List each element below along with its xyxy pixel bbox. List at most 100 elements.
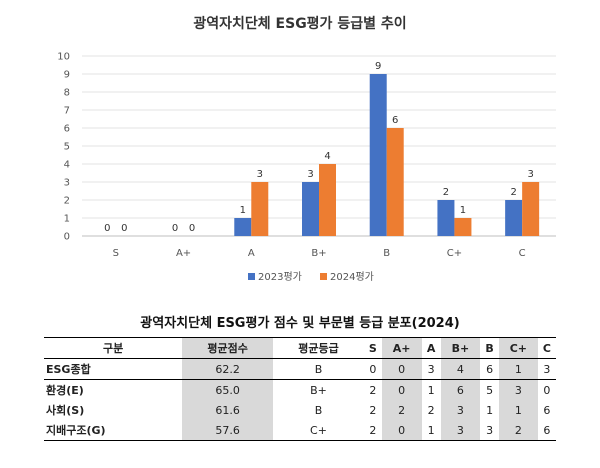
legend-swatch <box>248 273 255 280</box>
data-label: 4 <box>324 151 330 162</box>
y-tick-label: 4 <box>64 160 70 171</box>
data-label: 0 <box>172 223 178 234</box>
x-tick-label: A+ <box>176 248 191 259</box>
table-cell: 3 <box>421 358 441 380</box>
table-cell: 2 <box>369 403 377 417</box>
y-tick-label: 8 <box>64 88 70 99</box>
x-tick-label: C+ <box>447 248 462 259</box>
legend-swatch <box>320 273 327 280</box>
bar-C+-2024평가 <box>454 218 472 236</box>
data-label: 3 <box>527 169 533 180</box>
table-cell: 0 <box>543 383 551 397</box>
data-label: 3 <box>257 169 263 180</box>
bar-B+-2023평가 <box>302 182 319 236</box>
row-label: 지배구조(G) <box>44 420 183 441</box>
row-label: 사회(S) <box>46 404 85 417</box>
column-header: A <box>421 337 441 359</box>
table-row: ESG종합 62.2 B 0 0 3 4 6 1 3 <box>44 358 556 380</box>
data-label: 2 <box>510 187 516 198</box>
y-tick-label: 3 <box>64 178 70 189</box>
x-tick-label: B+ <box>311 248 326 259</box>
legend-label: 2024평가 <box>330 271 374 283</box>
table-cell: 1 <box>421 420 441 441</box>
data-label: 2 <box>443 187 449 198</box>
column-header: A+ <box>381 337 422 359</box>
table-cell: 3 <box>480 420 499 441</box>
table-cell: B <box>273 358 364 380</box>
bar-B-2023평가 <box>369 74 387 236</box>
table-cell: 3 <box>537 358 556 380</box>
column-header: 평균점수 <box>182 337 274 359</box>
table-cell: 2 <box>369 383 377 397</box>
bar-B+-2024평가 <box>319 164 336 236</box>
column-header: S <box>363 337 382 359</box>
table-cell: 0 <box>381 379 422 400</box>
table-header-row: 구분 평균점수 평균등급 S A+ A B+ B C+ C <box>44 337 556 359</box>
table-cell: 2 <box>427 403 435 417</box>
y-tick-label: 7 <box>64 106 70 117</box>
table-cell: 1 <box>498 358 538 380</box>
table-cell: B+ <box>310 383 327 397</box>
bar-A-2023평가 <box>234 218 252 236</box>
y-tick-label: 9 <box>64 70 70 81</box>
bar-C-2024평가 <box>522 182 540 236</box>
data-label: 0 <box>121 223 127 234</box>
table-cell: 61.6 <box>182 400 274 420</box>
y-tick-label: 2 <box>64 196 70 207</box>
table-cell: 6 <box>537 420 556 441</box>
table-cell: 65.0 <box>182 379 274 400</box>
table-cell: 6 <box>480 358 499 380</box>
data-label: 6 <box>392 115 398 126</box>
table-row: 사회(S) 61.6 B 2 2 2 3 1 1 6 <box>44 400 556 420</box>
table-row: 지배구조(G) 57.6 C+ 2 0 1 3 3 2 6 <box>44 420 556 441</box>
y-axis-ticks: 0 1 2 3 4 5 6 7 8 9 10 <box>57 52 70 243</box>
table-cell: 4 <box>440 358 481 380</box>
table-cell: 1 <box>486 403 494 417</box>
table-cell: 2 <box>498 420 538 441</box>
data-label: 0 <box>104 223 110 234</box>
table-cell: 2 <box>363 420 382 441</box>
column-header: B+ <box>440 337 481 359</box>
table-cell: 3 <box>440 420 481 441</box>
bar-C-2023평가 <box>505 200 523 236</box>
column-header: C <box>537 337 556 359</box>
table-cell: C+ <box>273 420 364 441</box>
table-cell: 0 <box>381 420 422 441</box>
column-header: 평균등급 <box>273 337 364 359</box>
x-tick-label: B <box>383 248 390 259</box>
bar-B-2024평가 <box>386 128 404 236</box>
x-tick-label: A <box>248 248 255 259</box>
data-label: 1 <box>240 205 246 216</box>
column-header: 구분 <box>44 337 183 359</box>
chart-title: 광역자치단체 ESG평가 등급별 추이 <box>193 15 406 32</box>
data-label: 9 <box>375 61 381 72</box>
table-row: 환경(E) 65.0 B+ 2 0 1 6 5 3 0 <box>44 379 556 400</box>
table-cell: 3 <box>440 400 481 420</box>
table-cell: 62.2 <box>182 358 274 380</box>
y-tick-label: 0 <box>64 232 70 243</box>
legend-label: 2023평가 <box>258 271 302 283</box>
y-tick-label: 10 <box>57 52 70 63</box>
table-cell: 3 <box>498 379 538 400</box>
x-tick-label: C <box>519 248 526 259</box>
table-cell: 0 <box>381 358 422 380</box>
column-header: C+ <box>498 337 538 359</box>
bars <box>234 74 540 236</box>
x-axis-ticks: S A+ A B+ B C+ C <box>113 248 526 259</box>
table-cell: 0 <box>363 358 382 380</box>
y-tick-label: 6 <box>64 124 70 135</box>
table-cell: 6 <box>440 379 481 400</box>
y-tick-label: 5 <box>64 142 70 153</box>
table-cell: 1 <box>427 383 435 397</box>
x-tick-label: S <box>113 248 119 259</box>
grade-distribution-table: 구분 평균점수 평균등급 S A+ A B+ B C+ C ESG종합 62.2 B 0 0 3 4 6 1 3 환경… <box>44 337 556 441</box>
row-label: 환경(E) <box>46 384 84 397</box>
data-label: 3 <box>307 169 313 180</box>
column-header: B <box>480 337 499 359</box>
table-cell: 2 <box>381 400 422 420</box>
table-cell: 1 <box>498 400 538 420</box>
legend: 2023평가 2024평가 <box>248 271 374 283</box>
bar-A-2024평가 <box>251 182 269 236</box>
